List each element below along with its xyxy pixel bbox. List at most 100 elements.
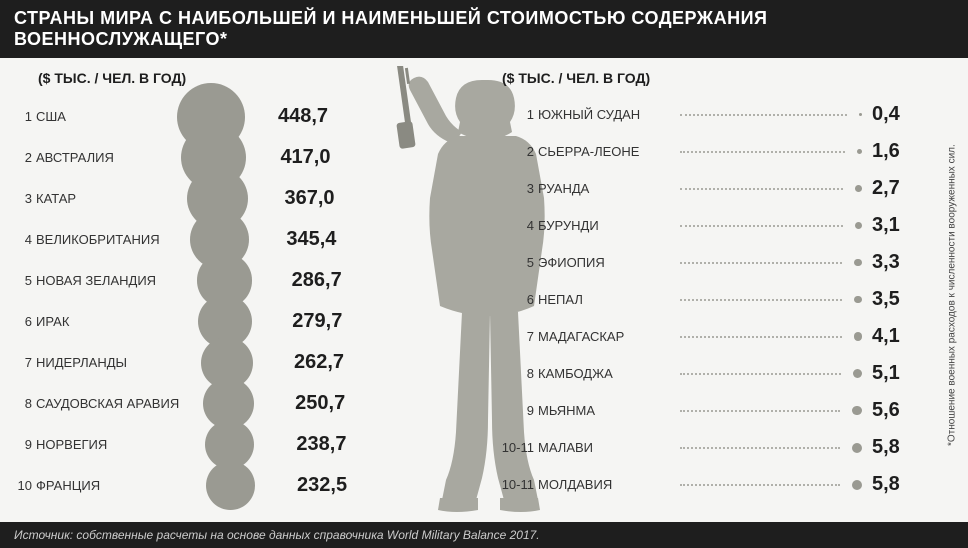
- value-marker: [855, 185, 862, 192]
- rank: 4: [14, 232, 36, 247]
- value-marker: [852, 480, 862, 490]
- country-name: МЬЯНМА: [538, 403, 674, 418]
- rank: 10-11: [496, 440, 538, 455]
- leader-dots: [680, 151, 845, 153]
- country-name: АВСТРАЛИЯ: [36, 150, 164, 165]
- leader-dots: [680, 299, 842, 301]
- country-name: БУРУНДИ: [538, 218, 674, 233]
- leader-dots: [680, 262, 842, 264]
- country-name: МОЛДАВИЯ: [538, 477, 674, 492]
- rank: 5: [14, 273, 36, 288]
- value: 4,1: [872, 325, 926, 348]
- value-marker: [854, 296, 862, 304]
- leader-dots: [680, 188, 843, 190]
- value: 5,8: [872, 473, 926, 496]
- country-name: КАМБОДЖА: [538, 366, 674, 381]
- leader-dots: [680, 484, 840, 486]
- left-column: ($ ТЫС. / ЧЕЛ. В ГОД) 1США448,72АВСТРАЛИ…: [14, 70, 444, 516]
- value-marker: [854, 259, 862, 267]
- rank: 9: [14, 437, 36, 452]
- data-row: 9МЬЯНМА5,6: [496, 392, 926, 429]
- data-row: 7МАДАГАСКАР 4,1: [496, 318, 926, 355]
- content-area: ($ ТЫС. / ЧЕЛ. В ГОД) 1США448,72АВСТРАЛИ…: [0, 58, 968, 522]
- country-name: МАДАГАСКАР: [538, 329, 674, 344]
- value: 250,7: [295, 392, 369, 415]
- value: 232,5: [297, 474, 371, 497]
- unit-label-right: ($ ТЫС. / ЧЕЛ. В ГОД): [496, 70, 926, 86]
- country-name: НЕПАЛ: [538, 292, 674, 307]
- data-row: 8КАМБОДЖА 5,1: [496, 355, 926, 392]
- value: 1,6: [872, 140, 926, 163]
- rank: 7: [496, 329, 538, 344]
- value: 2,7: [872, 177, 926, 200]
- data-row: 1ЮЖНЫЙ СУДАН 0,4: [496, 96, 926, 133]
- data-row: 6НЕПАЛ 3,5: [496, 281, 926, 318]
- leader-dots: [680, 336, 842, 338]
- value: 448,7: [278, 105, 352, 128]
- value: 5,8: [872, 436, 926, 459]
- leader-dots: [680, 410, 840, 412]
- value-marker: [852, 443, 862, 453]
- value: 0,4: [872, 103, 926, 126]
- title-bar: СТРАНЫ МИРА С НАИБОЛЬШЕЙ И НАИМЕНЬШЕЙ СТ…: [0, 0, 968, 58]
- rank: 3: [14, 191, 36, 206]
- value-marker: [206, 461, 255, 510]
- rank: 5: [496, 255, 538, 270]
- side-footnote: *Отношение военных расходов к численност…: [942, 104, 962, 486]
- rank: 3: [496, 181, 538, 196]
- footer-bar: Источник: собственные расчеты на основе …: [0, 522, 968, 548]
- data-row: 2СЬЕРРА-ЛЕОНЕ 1,6: [496, 133, 926, 170]
- country-name: СЬЕРРА-ЛЕОНЕ: [538, 144, 674, 159]
- rank: 4: [496, 218, 538, 233]
- data-row: 3РУАНДА 2,7: [496, 170, 926, 207]
- country-name: САУДОВСКАЯ АРАВИЯ: [36, 396, 164, 411]
- value-marker: [857, 149, 862, 154]
- page-title: СТРАНЫ МИРА С НАИБОЛЬШЕЙ И НАИМЕНЬШЕЙ СТ…: [14, 8, 767, 49]
- value: 279,7: [292, 310, 366, 333]
- value-marker: [852, 406, 862, 416]
- source-text: Источник: собственные расчеты на основе …: [14, 528, 540, 542]
- rank: 10-11: [496, 477, 538, 492]
- data-row: 4БУРУНДИ 3,1: [496, 207, 926, 244]
- value: 367,0: [285, 187, 359, 210]
- value-marker: [859, 113, 862, 116]
- rank: 8: [496, 366, 538, 381]
- leader-dots: [680, 225, 843, 227]
- leader-dots: [680, 114, 847, 116]
- value: 262,7: [294, 351, 368, 374]
- right-rows: 1ЮЖНЫЙ СУДАН 0,4 2СЬЕРРА-ЛЕОНЕ 1,6 3РУАНДА 2,…: [496, 96, 926, 503]
- value: 5,1: [872, 362, 926, 385]
- rank: 6: [496, 292, 538, 307]
- rank: 8: [14, 396, 36, 411]
- data-row: 9НОРВЕГИЯ238,7: [14, 424, 444, 465]
- value-marker: [854, 332, 862, 340]
- country-name: РУАНДА: [538, 181, 674, 196]
- value: 345,4: [286, 228, 360, 251]
- rank: 2: [496, 144, 538, 159]
- country-name: ФРАНЦИЯ: [36, 478, 164, 493]
- rank: 7: [14, 355, 36, 370]
- leader-dots: [680, 373, 841, 375]
- data-row: 8САУДОВСКАЯ АРАВИЯ 250,7: [14, 383, 444, 424]
- rank: 2: [14, 150, 36, 165]
- country-name: ИРАК: [36, 314, 164, 329]
- value: 286,7: [292, 269, 366, 292]
- data-row: 10-11МОЛДАВИЯ 5,8: [496, 466, 926, 503]
- data-row: 5ЭФИОПИЯ3,3: [496, 244, 926, 281]
- data-row: 10-11МАЛАВИ 5,8: [496, 429, 926, 466]
- data-row: 10ФРАНЦИЯ 232,5: [14, 465, 444, 506]
- country-name: США: [36, 109, 164, 124]
- country-name: НИДЕРЛАНДЫ: [36, 355, 164, 370]
- country-name: МАЛАВИ: [538, 440, 674, 455]
- rank: 6: [14, 314, 36, 329]
- value: 238,7: [296, 433, 370, 456]
- value: 3,1: [872, 214, 926, 237]
- rank: 1: [14, 109, 36, 124]
- rank: 1: [496, 107, 538, 122]
- value-marker: [855, 222, 862, 229]
- rank: 9: [496, 403, 538, 418]
- country-name: ЮЖНЫЙ СУДАН: [538, 107, 674, 122]
- value: 3,3: [872, 251, 926, 274]
- rank: 10: [14, 478, 36, 493]
- value: 3,5: [872, 288, 926, 311]
